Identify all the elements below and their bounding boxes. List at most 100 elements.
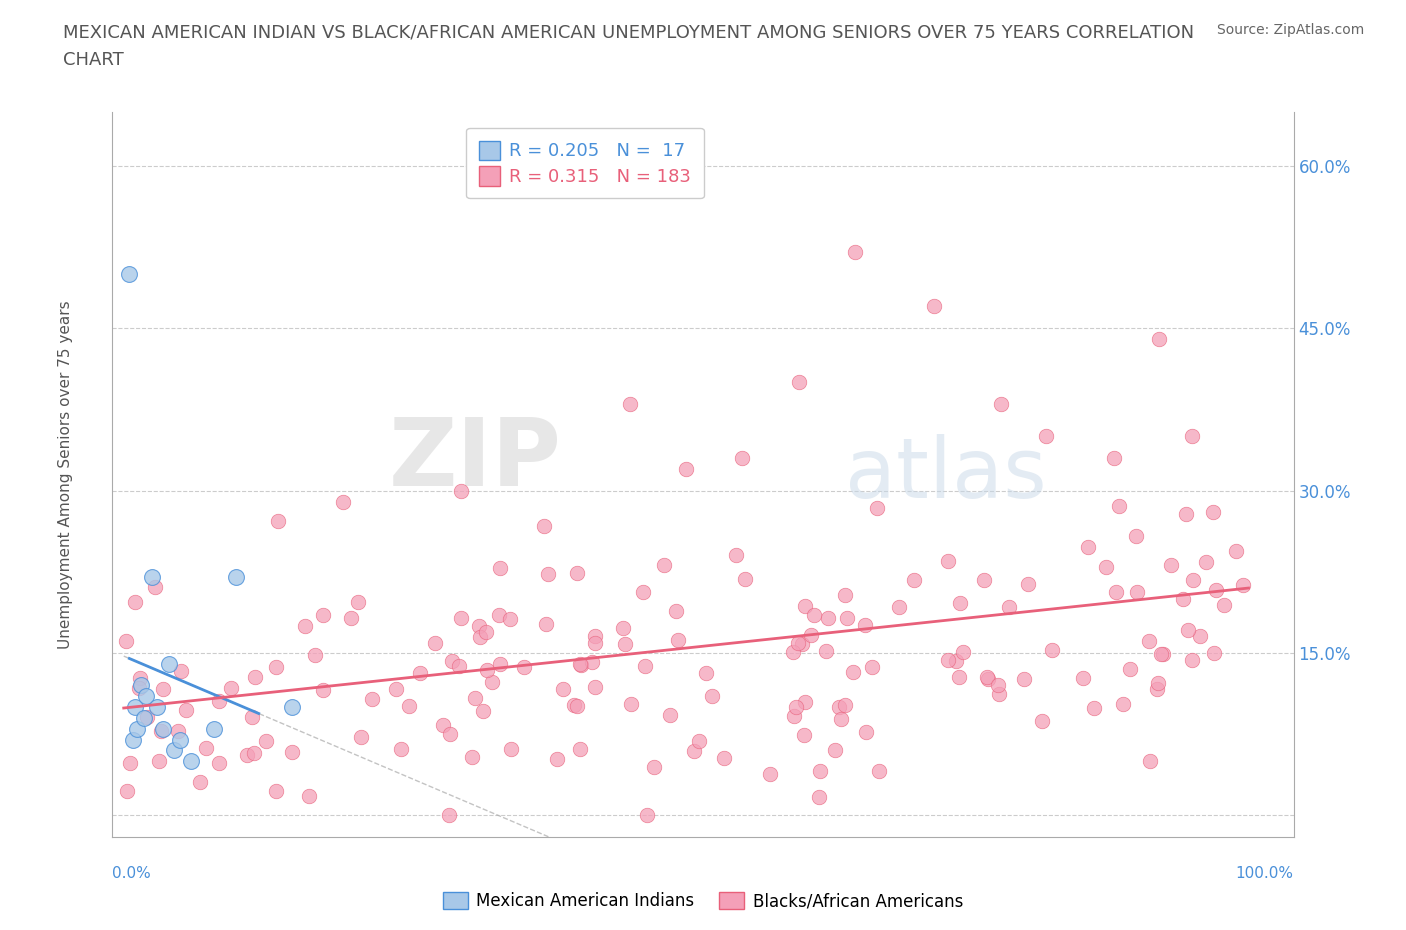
Point bbox=[468, 618, 491, 633]
Point bbox=[803, 608, 825, 623]
Point bbox=[170, 664, 193, 679]
Point bbox=[922, 299, 945, 314]
Point bbox=[569, 658, 592, 672]
Point bbox=[828, 699, 851, 714]
Point bbox=[844, 245, 866, 259]
Point bbox=[612, 620, 634, 635]
Point bbox=[794, 599, 817, 614]
Point bbox=[682, 744, 704, 759]
Point bbox=[267, 514, 290, 529]
Point bbox=[512, 659, 534, 674]
Point bbox=[136, 709, 159, 724]
Point bbox=[1174, 507, 1197, 522]
Point bbox=[146, 699, 169, 714]
Point bbox=[499, 612, 522, 627]
Point bbox=[450, 611, 472, 626]
Point bbox=[294, 618, 316, 633]
Point bbox=[565, 565, 588, 580]
Point bbox=[157, 657, 180, 671]
Point bbox=[398, 698, 420, 713]
Point bbox=[536, 617, 558, 631]
Point bbox=[120, 755, 142, 770]
Point bbox=[583, 635, 606, 650]
Point bbox=[977, 671, 1000, 686]
Point bbox=[997, 600, 1019, 615]
Point bbox=[281, 699, 304, 714]
Text: Unemployment Among Seniors over 75 years: Unemployment Among Seniors over 75 years bbox=[58, 300, 73, 648]
Point bbox=[1177, 622, 1199, 637]
Point bbox=[793, 728, 815, 743]
Point bbox=[195, 740, 218, 755]
Point bbox=[127, 722, 149, 737]
Point bbox=[439, 808, 461, 823]
Point bbox=[1181, 653, 1204, 668]
Point bbox=[129, 678, 152, 693]
Point bbox=[990, 396, 1012, 411]
Point bbox=[546, 751, 568, 766]
Point bbox=[834, 588, 856, 603]
Point bbox=[236, 748, 259, 763]
Point bbox=[759, 766, 782, 781]
Point bbox=[243, 746, 266, 761]
Point bbox=[569, 741, 592, 756]
Point bbox=[973, 573, 995, 588]
Point bbox=[1119, 661, 1142, 676]
Point bbox=[1202, 505, 1225, 520]
Point bbox=[1195, 554, 1218, 569]
Point bbox=[481, 674, 503, 689]
Point bbox=[124, 594, 146, 609]
Point bbox=[472, 703, 495, 718]
Point bbox=[489, 657, 512, 671]
Point bbox=[1181, 573, 1204, 588]
Point bbox=[1137, 634, 1160, 649]
Point bbox=[141, 570, 163, 585]
Legend: R = 0.205   N =  17, R = 0.315   N = 183: R = 0.205 N = 17, R = 0.315 N = 183 bbox=[465, 128, 704, 198]
Point bbox=[800, 628, 823, 643]
Point bbox=[389, 741, 412, 756]
Text: CHART: CHART bbox=[63, 51, 124, 69]
Point bbox=[614, 637, 637, 652]
Point bbox=[143, 579, 166, 594]
Point bbox=[148, 753, 170, 768]
Point bbox=[150, 724, 173, 739]
Point bbox=[188, 775, 211, 790]
Point bbox=[853, 618, 876, 632]
Point bbox=[488, 608, 510, 623]
Point bbox=[830, 711, 852, 726]
Point bbox=[724, 548, 747, 563]
Point bbox=[783, 709, 806, 724]
Point bbox=[118, 267, 141, 282]
Point bbox=[810, 764, 832, 778]
Point bbox=[868, 764, 890, 778]
Point bbox=[785, 699, 807, 714]
Text: ZIP: ZIP bbox=[388, 414, 561, 506]
Point bbox=[219, 680, 242, 695]
Point bbox=[135, 689, 157, 704]
Point bbox=[952, 644, 974, 659]
Point bbox=[240, 710, 263, 724]
Point bbox=[461, 750, 484, 764]
Point bbox=[636, 808, 658, 823]
Point bbox=[834, 698, 856, 712]
Point bbox=[349, 730, 371, 745]
Point bbox=[860, 659, 883, 674]
Point bbox=[298, 789, 321, 804]
Point bbox=[817, 610, 839, 625]
Point bbox=[841, 665, 863, 680]
Text: 100.0%: 100.0% bbox=[1236, 866, 1294, 881]
Point bbox=[332, 494, 354, 509]
Point bbox=[409, 666, 432, 681]
Point bbox=[450, 483, 472, 498]
Point bbox=[312, 683, 335, 698]
Point bbox=[713, 751, 735, 765]
Point bbox=[794, 695, 817, 710]
Point bbox=[1152, 646, 1174, 661]
Point bbox=[167, 724, 190, 738]
Point bbox=[1035, 429, 1057, 444]
Point bbox=[468, 630, 491, 644]
Point bbox=[152, 722, 174, 737]
Point bbox=[264, 659, 287, 674]
Point bbox=[675, 461, 697, 476]
Text: 0.0%: 0.0% bbox=[112, 866, 152, 881]
Point bbox=[695, 666, 717, 681]
